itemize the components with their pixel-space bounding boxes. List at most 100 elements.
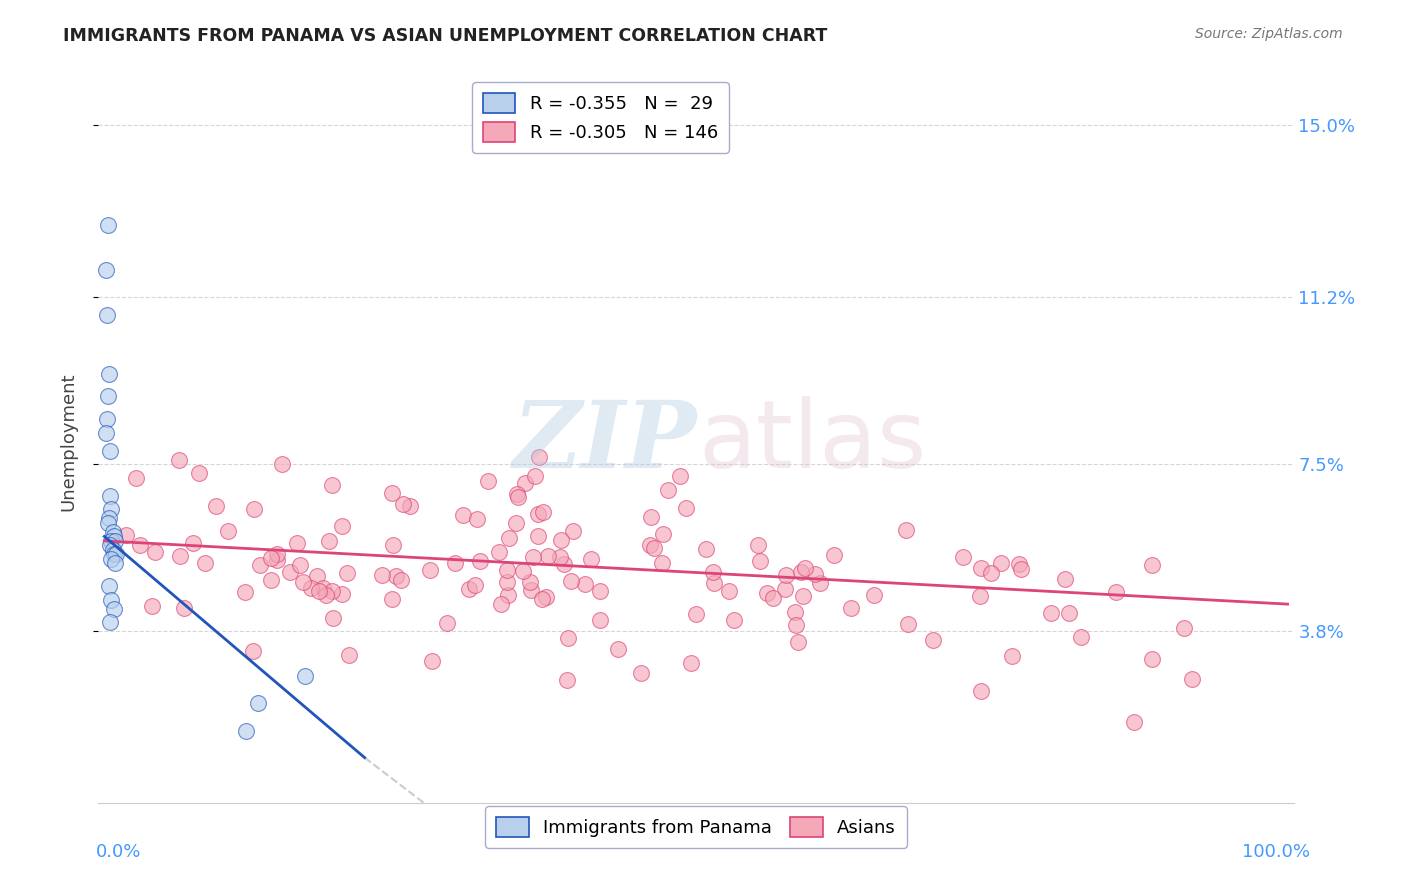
Point [337, 648, 360, 663]
Point [640, 538, 662, 552]
Point [100, 592, 122, 607]
Point [270, 457, 292, 471]
Point [747, 538, 769, 552]
Point [98, 443, 121, 458]
Point [399, 499, 422, 513]
Point [718, 584, 741, 599]
Point [512, 564, 534, 578]
Point [522, 550, 544, 565]
Point [675, 501, 697, 516]
Point [531, 592, 554, 607]
Point [702, 566, 724, 580]
Point [643, 541, 665, 555]
Point [531, 505, 554, 519]
Point [381, 486, 404, 500]
Point [468, 554, 491, 568]
Point [496, 575, 519, 590]
Point [1140, 652, 1163, 666]
Point [97, 389, 120, 403]
Point [749, 554, 772, 568]
Point [436, 615, 458, 630]
Point [773, 582, 796, 596]
Point [299, 581, 322, 595]
Point [98, 511, 121, 525]
Point [862, 588, 884, 602]
Point [980, 566, 1002, 580]
Point [723, 613, 745, 627]
Point [101, 542, 124, 557]
Point [242, 644, 264, 658]
Point [235, 723, 257, 738]
Point [555, 673, 578, 687]
Point [464, 578, 486, 592]
Point [100, 533, 122, 548]
Point [96, 412, 118, 426]
Point [94, 263, 117, 277]
Point [790, 565, 813, 579]
Point [1173, 621, 1195, 635]
Point [294, 669, 316, 683]
Point [560, 574, 582, 588]
Point [589, 583, 612, 598]
Point [381, 539, 404, 553]
Point [579, 551, 602, 566]
Point [520, 583, 543, 598]
Text: 0.0%: 0.0% [96, 843, 141, 861]
Point [1008, 558, 1031, 572]
Point [527, 507, 550, 521]
Point [391, 573, 413, 587]
Point [477, 475, 499, 489]
Point [505, 516, 527, 531]
Point [318, 534, 340, 549]
Point [321, 478, 343, 492]
Point [336, 566, 359, 581]
Point [392, 497, 415, 511]
Point [143, 545, 166, 559]
Point [101, 524, 124, 539]
Point [1181, 672, 1204, 686]
Point [307, 569, 329, 583]
Point [204, 499, 226, 513]
Y-axis label: Unemployment: Unemployment [59, 372, 77, 511]
Point [630, 665, 652, 680]
Point [787, 634, 810, 648]
Point [506, 487, 529, 501]
Point [103, 601, 125, 615]
Point [98, 538, 121, 552]
Point [104, 533, 127, 548]
Point [537, 549, 560, 563]
Point [278, 565, 301, 579]
Point [100, 552, 122, 566]
Point [465, 512, 488, 526]
Point [104, 557, 127, 571]
Point [970, 561, 993, 575]
Point [1057, 606, 1080, 620]
Point [952, 549, 974, 564]
Point [315, 588, 337, 602]
Point [97, 218, 120, 232]
Point [1105, 585, 1128, 599]
Point [527, 529, 550, 543]
Point [332, 587, 354, 601]
Point [322, 611, 344, 625]
Point [105, 548, 128, 562]
Point [285, 536, 308, 550]
Point [679, 656, 702, 670]
Point [103, 548, 125, 562]
Point [308, 583, 330, 598]
Point [519, 574, 541, 589]
Point [291, 575, 314, 590]
Point [1070, 630, 1092, 644]
Point [1001, 648, 1024, 663]
Point [657, 483, 679, 497]
Point [1122, 714, 1144, 729]
Point [703, 575, 725, 590]
Point [444, 557, 467, 571]
Point [793, 561, 815, 575]
Point [385, 569, 408, 583]
Point [534, 590, 557, 604]
Point [312, 582, 335, 596]
Point [756, 585, 779, 599]
Point [249, 558, 271, 573]
Point [488, 545, 510, 559]
